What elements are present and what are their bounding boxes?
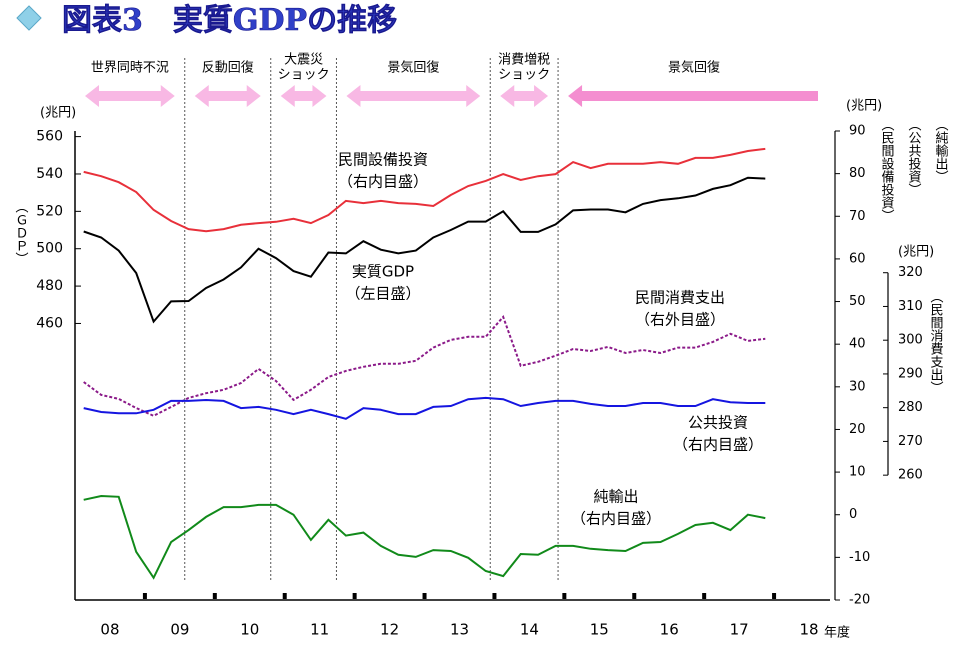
y3-unit: (兆円): [898, 245, 934, 260]
period-arrow: [568, 85, 818, 107]
series-line: [83, 147, 766, 233]
series-scale-note: （右内目盛）: [673, 436, 763, 454]
y2-tick-label: 40: [849, 337, 866, 352]
period-label: ショック: [278, 68, 330, 83]
y3-title: （民間消費支出）: [928, 290, 944, 394]
period-label: 消費増税: [498, 53, 550, 68]
x-tick: [352, 593, 357, 599]
y2-title: （純輸出）: [933, 118, 949, 183]
x-tick-label: 18: [799, 621, 818, 639]
x-tick-label: 13: [450, 621, 469, 639]
y-tick-label: 480: [36, 278, 63, 294]
y2-tick-label: 20: [849, 422, 866, 437]
period-label: 景気回復: [387, 60, 439, 76]
series-label: 民間設備投資: [338, 151, 428, 169]
y-tick-label: 560: [36, 129, 63, 145]
x-tick-label: 14: [520, 621, 539, 639]
x-tick-label: 16: [660, 621, 679, 639]
y-tick-label: 520: [36, 203, 63, 219]
y2-tick-label: 30: [849, 379, 866, 394]
period-label: 反動回復: [202, 60, 254, 76]
series-label: 実質GDP: [352, 263, 414, 281]
x-tick: [632, 593, 637, 599]
x-tick: [212, 593, 217, 599]
y-tick-label: 460: [36, 315, 63, 331]
chart-title: 図表3 実質GDPの推移: [62, 3, 397, 38]
x-tick-label: 09: [170, 621, 189, 639]
x-tick-label: 17: [730, 621, 749, 639]
x-tick-label: 12: [380, 621, 399, 639]
y2-title: （公共投資）: [906, 118, 922, 196]
x-tick-label: 08: [100, 621, 119, 639]
y3-tick-label: 270: [898, 434, 923, 449]
series-label: 民間消費支出: [635, 289, 725, 307]
y-title: （ＧＤＰ）: [13, 200, 29, 265]
x-tick: [492, 593, 497, 599]
y2-tick-label: -20: [849, 593, 870, 608]
x-tick: [772, 593, 777, 599]
series-scale-note: （右内目盛）: [338, 173, 428, 191]
y3-tick-label: 290: [898, 366, 923, 381]
y2-tick-label: -10: [849, 550, 870, 565]
y3-tick-label: 260: [898, 468, 923, 483]
period-label: 大震災: [284, 53, 323, 68]
y2-tick-label: 0: [849, 507, 857, 522]
period-arrow: [346, 85, 481, 107]
title-icon: [16, 5, 42, 31]
period-label: 世界同時不況: [91, 61, 169, 76]
y2-unit: (兆円): [846, 99, 882, 114]
y-tick-label: 540: [36, 166, 63, 182]
x-tick: [282, 593, 287, 599]
x-tick: [562, 593, 567, 599]
period-label: 景気回復: [668, 60, 720, 76]
y2-tick-label: 10: [849, 465, 866, 480]
y2-title: （民間設備投資）: [879, 118, 895, 222]
y3-tick-label: 300: [898, 333, 923, 348]
series-scale-note: （右内目盛）: [571, 510, 661, 528]
series-line: [83, 396, 766, 420]
y2-tick-label: 60: [849, 251, 866, 266]
period-arrow: [194, 85, 261, 107]
x-tick-label: 15: [590, 621, 609, 639]
series-scale-note: （右外目盛）: [635, 311, 725, 329]
series-line: [83, 314, 766, 417]
y2-tick-label: 80: [849, 166, 866, 181]
period-arrow: [85, 85, 175, 107]
y3-tick-label: 320: [898, 265, 923, 280]
series-label: 公共投資: [688, 414, 748, 432]
period-arrow: [280, 85, 327, 107]
y3-tick-label: 310: [898, 299, 923, 314]
y3-tick-label: 280: [898, 400, 923, 415]
y-unit: (兆円): [40, 106, 76, 121]
x-tick-label: 10: [240, 621, 259, 639]
x-tick: [142, 593, 147, 599]
period-arrow: [500, 85, 549, 107]
y-tick-label: 500: [36, 241, 63, 257]
x-tick: [702, 593, 707, 599]
series-line: [83, 176, 766, 324]
y2-tick-label: 50: [849, 294, 866, 309]
period-label: ショック: [498, 68, 550, 83]
x-tick: [422, 593, 427, 599]
series-line: [83, 494, 766, 580]
y2-tick-label: 90: [849, 124, 866, 139]
series-scale-note: （左目盛）: [345, 285, 420, 303]
x-tick-label: 11: [310, 621, 329, 639]
series-label: 純輸出: [593, 488, 638, 506]
y2-tick-label: 70: [849, 209, 866, 224]
x-unit: 年度: [824, 625, 850, 641]
